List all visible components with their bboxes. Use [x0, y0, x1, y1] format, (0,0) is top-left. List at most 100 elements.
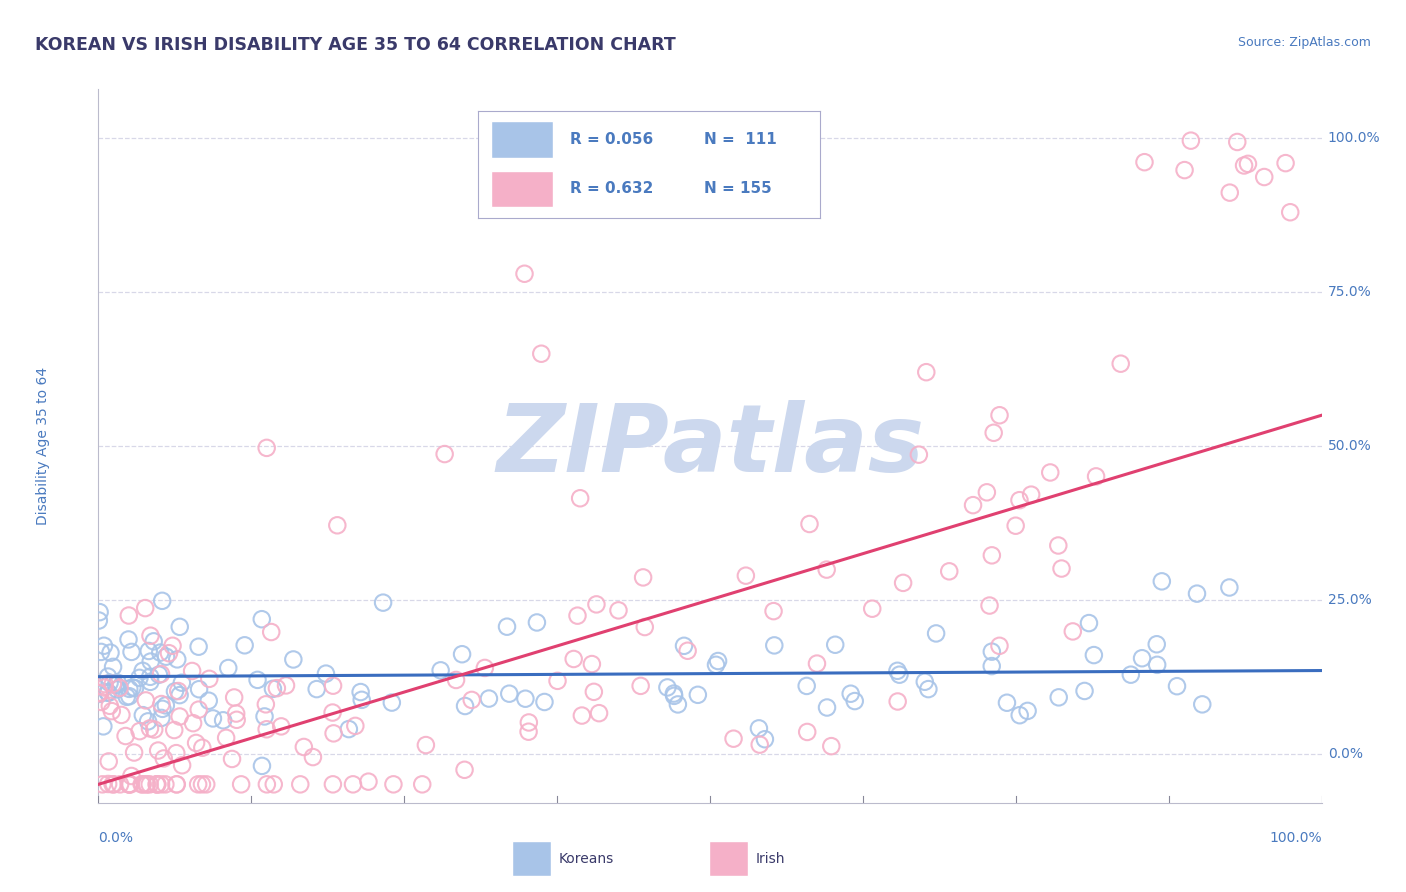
- Point: [815, 563, 838, 577]
- Point: [1017, 704, 1039, 718]
- Point: [97, 669, 120, 683]
- Point: [224, 690, 246, 705]
- Point: [93, 639, 115, 653]
- Point: [146, 743, 169, 757]
- Point: [166, 777, 188, 791]
- FancyBboxPatch shape: [512, 841, 551, 876]
- Point: [191, 777, 214, 791]
- Point: [105, 682, 128, 697]
- Point: [155, 777, 177, 791]
- Point: [1253, 169, 1275, 184]
- Point: [342, 777, 364, 791]
- Point: [1073, 684, 1095, 698]
- Point: [103, 777, 125, 791]
- Point: [91, 777, 114, 791]
- Point: [87, 614, 110, 628]
- Point: [723, 731, 745, 746]
- Point: [461, 693, 484, 707]
- Point: [250, 759, 273, 773]
- Point: [1119, 667, 1142, 681]
- Text: Source: ZipAtlas.com: Source: ZipAtlas.com: [1237, 36, 1371, 49]
- Point: [371, 596, 394, 610]
- Point: [146, 777, 169, 791]
- Point: [686, 688, 709, 702]
- Point: [163, 684, 186, 698]
- Point: [215, 731, 238, 745]
- Point: [1078, 616, 1101, 631]
- Point: [253, 709, 276, 723]
- Point: [1039, 466, 1062, 480]
- Point: [582, 685, 605, 699]
- Text: KOREAN VS IRISH DISABILITY AGE 35 TO 64 CORRELATION CHART: KOREAN VS IRISH DISABILITY AGE 35 TO 64 …: [35, 36, 676, 54]
- Point: [139, 674, 162, 689]
- Point: [515, 691, 537, 706]
- Point: [152, 751, 174, 765]
- Text: 100.0%: 100.0%: [1270, 831, 1322, 846]
- Point: [995, 696, 1018, 710]
- Point: [988, 639, 1011, 653]
- Point: [676, 644, 699, 658]
- Point: [1047, 539, 1070, 553]
- Point: [1174, 163, 1197, 178]
- Point: [89, 605, 111, 619]
- Point: [588, 706, 610, 721]
- Point: [115, 690, 138, 704]
- Text: Disability Age 35 to 64: Disability Age 35 to 64: [37, 367, 51, 525]
- Point: [315, 666, 337, 681]
- Point: [197, 694, 219, 708]
- Point: [1218, 581, 1240, 595]
- Point: [344, 719, 367, 733]
- Point: [1008, 708, 1031, 723]
- Point: [166, 652, 188, 666]
- Point: [1233, 159, 1256, 173]
- Point: [139, 629, 162, 643]
- Point: [150, 711, 173, 725]
- Point: [121, 681, 143, 695]
- Point: [530, 347, 553, 361]
- Point: [925, 626, 948, 640]
- Point: [118, 777, 141, 791]
- Point: [1130, 651, 1153, 665]
- Point: [796, 725, 818, 739]
- Point: [806, 657, 828, 671]
- Point: [914, 674, 936, 689]
- Point: [607, 603, 630, 617]
- Point: [132, 664, 155, 678]
- Point: [246, 673, 269, 687]
- Text: 25.0%: 25.0%: [1327, 593, 1371, 607]
- Point: [135, 693, 157, 707]
- Point: [1109, 357, 1132, 371]
- Point: [260, 625, 283, 640]
- Point: [90, 695, 112, 709]
- Point: [167, 684, 190, 698]
- Point: [820, 739, 842, 753]
- Point: [150, 697, 173, 711]
- Point: [110, 707, 132, 722]
- Point: [152, 702, 174, 716]
- Point: [101, 777, 124, 791]
- Point: [184, 736, 207, 750]
- Point: [1085, 469, 1108, 483]
- Point: [980, 659, 1002, 673]
- FancyBboxPatch shape: [709, 841, 748, 876]
- Point: [976, 485, 998, 500]
- Point: [166, 777, 188, 791]
- Point: [233, 638, 256, 652]
- Point: [221, 752, 243, 766]
- Point: [1191, 698, 1213, 712]
- Point: [136, 777, 159, 791]
- Point: [187, 777, 209, 791]
- Point: [634, 620, 657, 634]
- Point: [433, 447, 456, 461]
- Point: [256, 723, 278, 737]
- Point: [666, 698, 689, 712]
- Point: [118, 777, 141, 791]
- Point: [97, 777, 120, 791]
- Point: [128, 671, 150, 685]
- FancyBboxPatch shape: [491, 170, 553, 207]
- Point: [188, 682, 211, 697]
- Point: [1019, 488, 1042, 502]
- Point: [89, 687, 111, 701]
- Point: [124, 681, 146, 695]
- Point: [1150, 574, 1173, 589]
